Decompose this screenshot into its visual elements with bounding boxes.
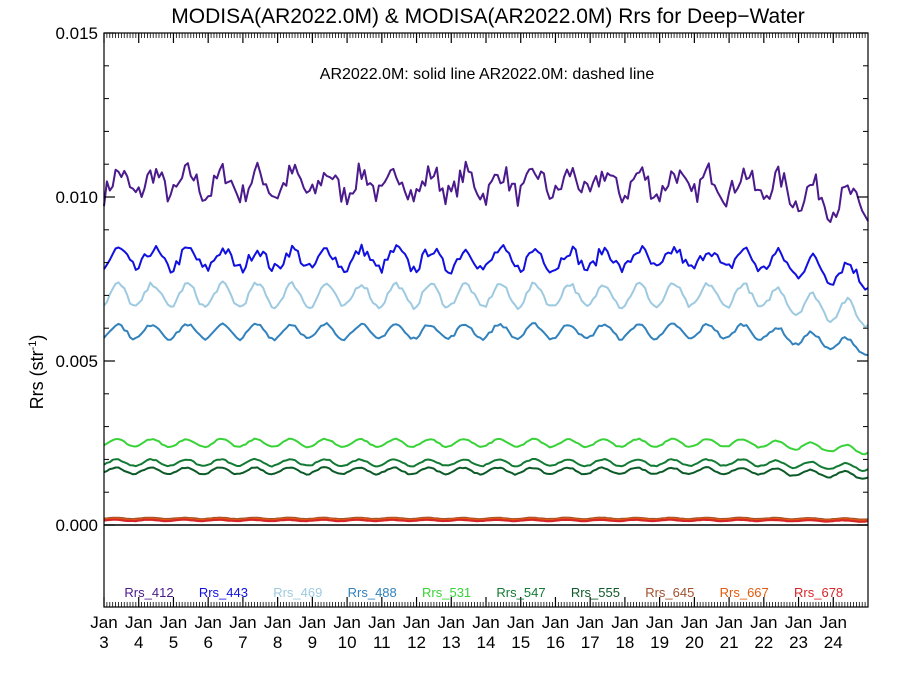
y-tick-label: 0.010 [55,188,98,207]
legend-item-Rrs_645: Rrs_645 [645,585,694,600]
x-tick-label-month: Jan [646,613,673,632]
legend-item-Rrs_531: Rrs_531 [422,585,471,600]
x-tick-label-month: Jan [299,613,326,632]
x-tick-label-month: Jan [715,613,742,632]
x-tick-label-year: 20 [685,633,704,652]
x-tick-label-year: 8 [273,633,282,652]
legend-item-Rrs_488: Rrs_488 [348,585,397,600]
legend-item-Rrs_678: Rrs_678 [794,585,843,600]
x-tick-label-month: Jan [750,613,777,632]
x-tick-label-month: Jan [368,613,395,632]
x-tick-label-year: 5 [169,633,178,652]
x-tick-label-year: 9 [308,633,317,652]
series-line-Rrs_469 [103,280,869,329]
x-tick-label-year: 6 [203,633,212,652]
x-tick-label-month: Jan [785,613,812,632]
x-tick-label-month: Jan [820,613,847,632]
chart-title: MODISA(AR2022.0M) & MODISA(AR2022.0M) Rr… [171,5,805,28]
legend-item-Rrs_547: Rrs_547 [496,585,545,600]
x-tick-label-month: Jan [576,613,603,632]
x-tick-label-month: Jan [125,613,152,632]
x-tick-label-month: Jan [472,613,499,632]
x-tick-label-month: Jan [611,613,638,632]
x-tick-label-month: Jan [507,613,534,632]
x-tick-label-year: 16 [546,633,565,652]
y-tick-label: 0.005 [55,352,98,371]
x-tick-label-year: 4 [134,633,143,652]
legend-item-Rrs_469: Rrs_469 [273,585,322,600]
legend-item-Rrs_443: Rrs_443 [199,585,248,600]
series-line-Rrs_555 [103,466,869,480]
series-line-Rrs_547 [103,457,869,472]
x-tick-label-year: 21 [720,633,739,652]
chart-subtitle: AR2022.0M: solid line AR2022.0M: dashed … [320,66,655,83]
legend-item-Rrs_412: Rrs_412 [124,585,173,600]
y-tick-label: 0.015 [55,24,98,43]
x-tick-label-month: Jan [403,613,430,632]
x-tick-label-year: 17 [581,633,600,652]
x-tick-label-year: 12 [407,633,426,652]
x-tick-label-month: Jan [681,613,708,632]
x-tick-label-year: 24 [824,633,843,652]
y-axis-label: Rrs (str-1) [27,335,47,410]
x-tick-label-month: Jan [264,613,291,632]
series-line-Rrs_412 [103,160,869,223]
legend-item-Rrs_555: Rrs_555 [571,585,620,600]
series-line-Rrs_443 [103,243,869,291]
x-tick-label-year: 22 [754,633,773,652]
x-tick-label-year: 11 [373,633,391,652]
x-tick-label-month: Jan [194,613,221,632]
x-tick-label-year: 15 [511,633,530,652]
x-tick-label-month: Jan [542,613,569,632]
x-tick-label-month: Jan [90,613,117,632]
axes-layer: 0.0000.0050.0100.015Jan3Jan4Jan5Jan6Jan7… [55,24,869,652]
x-tick-label-month: Jan [333,613,360,632]
series-line-Rrs_678 [103,518,869,523]
legend-item-Rrs_667: Rrs_667 [720,585,769,600]
x-tick-label-year: 3 [99,633,108,652]
y-tick-label: 0.000 [55,516,98,535]
x-tick-label-year: 19 [650,633,669,652]
x-tick-label-month: Jan [229,613,256,632]
x-tick-label-year: 18 [615,633,634,652]
x-tick-label-year: 7 [238,633,247,652]
x-tick-label-year: 23 [789,633,808,652]
legend: Rrs_412 Rrs_443 Rrs_469 Rrs_488 Rrs_531 Rrs_5… [124,585,843,600]
x-tick-label-year: 13 [442,633,461,652]
x-tick-label-month: Jan [160,613,187,632]
x-tick-label-month: Jan [438,613,465,632]
x-tick-label-year: 10 [338,633,357,652]
series-line-Rrs_488 [103,322,869,357]
series-layer [103,160,869,523]
series-line-Rrs_531 [103,437,869,456]
x-tick-label-year: 14 [477,633,496,652]
